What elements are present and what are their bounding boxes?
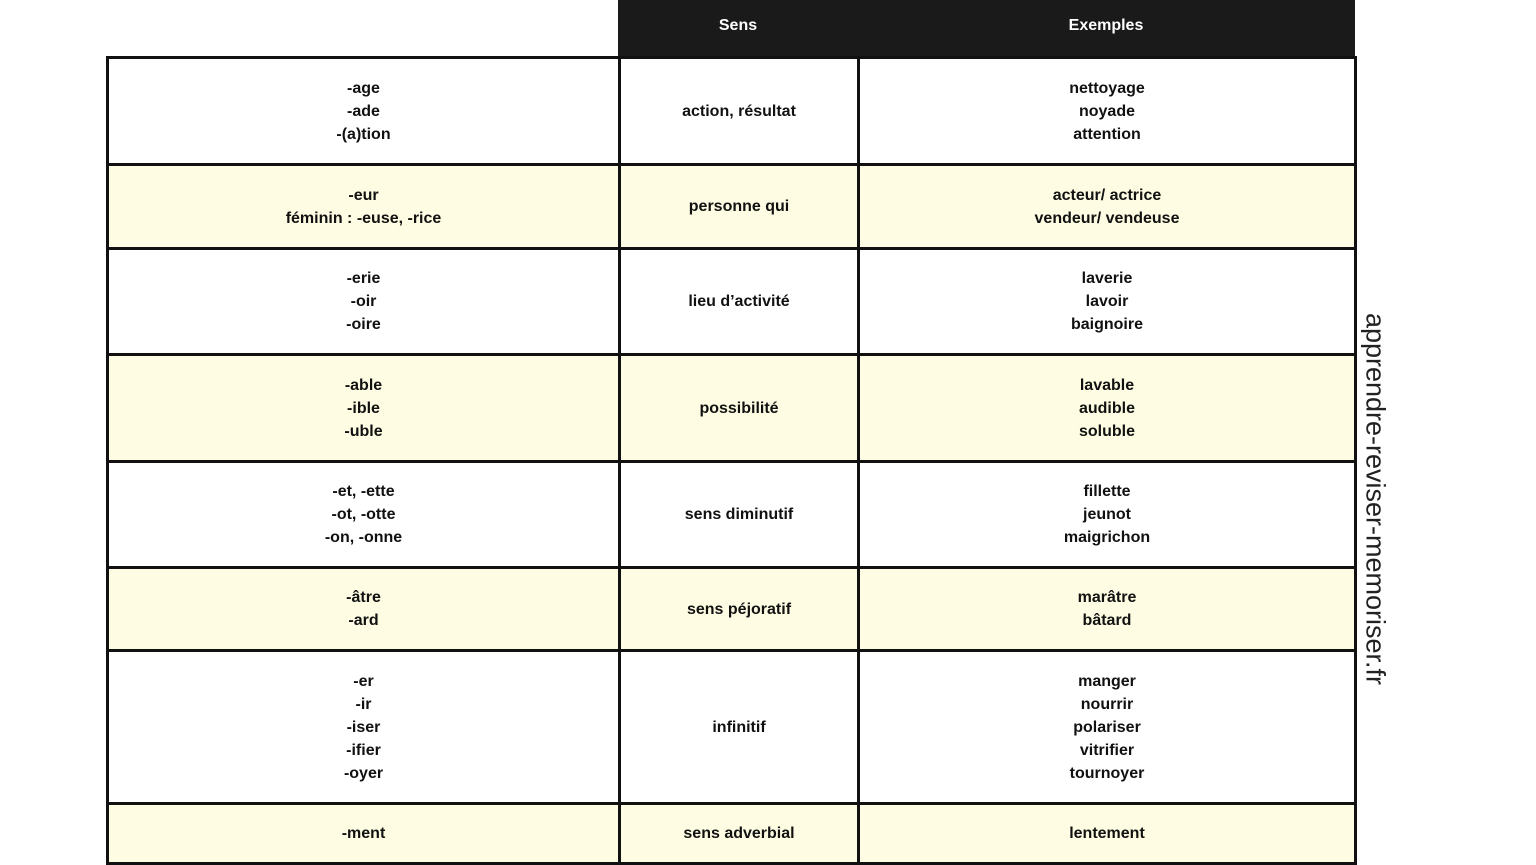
exemples-cell: lavable audible soluble (857, 353, 1357, 463)
exemples-cell: lentement (857, 802, 1357, 865)
table-row: -eur féminin : -euse, -rice personne qui ac… (106, 163, 1357, 250)
exemples-cell: manger nourrir polariser vitrifier tournoyer (857, 649, 1357, 805)
table-row: -et, -ette -ot, -otte -on, -onne sens dimin… (106, 460, 1357, 569)
sens-cell-line: sens adverbial (683, 825, 795, 842)
exemples-cell-line: laverie (1081, 270, 1133, 287)
suffix-cell-line: -âtre (346, 589, 381, 606)
table-row: -er -ir -iser -ifier -oyer infinitif manger nou… (106, 649, 1357, 805)
suffix-cell-line: -ard (348, 612, 379, 629)
exemples-cell: laverie lavoir baignoire (857, 247, 1357, 356)
exemples-cell-line: audible (1078, 399, 1135, 417)
exemples-cell-line: nourrir (1080, 695, 1134, 713)
suffix-cell-line: -ment (341, 825, 386, 842)
suffix-cell: -ment (106, 802, 621, 865)
sens-cell-line: action, résultat (682, 102, 796, 120)
suffix-cell: -age -ade -(a)tion (106, 56, 621, 166)
exemples-cell-line: vitrifier (1079, 741, 1135, 759)
suffix-cell-line: -iser (346, 718, 381, 736)
suffix-cell-line: -ade (347, 102, 380, 120)
sens-cell: sens péjoratif (618, 566, 860, 652)
suffix-cell: -âtre -ard (106, 566, 621, 652)
suffix-cell-line: -ifier (346, 741, 381, 759)
sens-cell: action, résultat (618, 56, 860, 166)
header-sens: Sens (618, 0, 858, 57)
exemples-cell-line: bâtard (1082, 612, 1132, 629)
exemples-cell-line: marâtre (1077, 589, 1137, 606)
exemples-cell-line: nettoyage (1069, 79, 1145, 97)
exemples-cell-line: polariser (1073, 718, 1141, 736)
table-row: -able -ible -uble possibilité lavable audible… (106, 353, 1357, 463)
exemples-cell-line: noyade (1078, 102, 1135, 120)
exemples-cell-line: fillette (1083, 483, 1131, 500)
table-row: -âtre -ard sens péjoratif marâtre bâtard (106, 566, 1357, 652)
suffix-cell-line: féminin : -euse, -rice (285, 209, 442, 227)
sens-cell-line: lieu d’activité (688, 293, 790, 310)
suffix-cell: -able -ible -uble (106, 353, 621, 463)
suffix-cell-line: -oyer (343, 764, 384, 782)
suffix-cell-line: -erie (346, 270, 381, 287)
sens-cell: personne qui (618, 163, 860, 250)
exemples-cell-line: acteur/ actrice (1052, 186, 1162, 204)
sens-cell: sens diminutif (618, 460, 860, 569)
exemples-cell-line: maigrichon (1063, 529, 1151, 546)
table-row: -erie -oir -oire lieu d’activité laverie lavo… (106, 247, 1357, 356)
table-row: -age -ade -(a)tion action, résultat nettoyag… (106, 56, 1357, 166)
suffix-cell-line: -ir (355, 695, 372, 713)
exemples-cell-line: manger (1078, 672, 1136, 690)
suffix-table: -age -ade -(a)tion action, résultat nettoyag… (106, 56, 1357, 865)
exemples-cell-line: lentement (1069, 825, 1145, 842)
sens-cell: lieu d’activité (618, 247, 860, 356)
suffix-cell-line: -uble (344, 422, 383, 440)
sens-cell: sens adverbial (618, 802, 860, 865)
exemples-cell-line: vendeur/ vendeuse (1034, 209, 1180, 227)
suffix-cell-line: -on, -onne (324, 529, 403, 546)
suffix-cell: -et, -ette -ot, -otte -on, -onne (106, 460, 621, 569)
suffix-cell-line: -ible (347, 399, 380, 417)
exemples-cell: acteur/ actrice vendeur/ vendeuse (857, 163, 1357, 250)
suffix-cell-line: -er (353, 672, 374, 690)
suffix-cell: -erie -oir -oire (106, 247, 621, 356)
suffix-cell: -eur féminin : -euse, -rice (106, 163, 621, 250)
suffix-cell-line: -et, -ette (332, 483, 395, 500)
sens-cell-line: sens péjoratif (686, 600, 792, 618)
sens-cell-line: personne qui (688, 198, 790, 215)
exemples-cell-line: lavable (1079, 376, 1135, 394)
exemples-cell-line: soluble (1078, 422, 1135, 440)
sens-cell: possibilité (618, 353, 860, 463)
exemples-cell-line: jeunot (1083, 506, 1131, 523)
exemples-cell: nettoyage noyade attention (857, 56, 1357, 166)
exemples-cell: fillette jeunot maigrichon (857, 460, 1357, 569)
suffix-cell-line: -oire (346, 316, 381, 333)
exemples-cell-line: lavoir (1085, 293, 1129, 310)
suffix-cell-line: -eur (348, 186, 379, 204)
suffix-cell-line: -oir (350, 293, 377, 310)
exemples-cell-line: attention (1073, 125, 1141, 143)
exemples-cell-line: tournoyer (1069, 764, 1145, 782)
sens-cell-line: infinitif (712, 718, 766, 736)
suffix-cell-line: -able (344, 376, 383, 394)
sens-cell: infinitif (618, 649, 860, 805)
watermark: apprendre-reviser-memoriser.fr (1360, 312, 1391, 686)
header-exemples: Exemples (857, 0, 1355, 57)
suffix-cell-line: -age (347, 79, 380, 97)
sens-cell-line: possibilité (699, 399, 779, 417)
suffix-cell-line: -ot, -otte (331, 506, 396, 523)
suffix-cell-line: -(a)tion (336, 125, 391, 143)
sens-cell-line: sens diminutif (684, 506, 794, 523)
exemples-cell: marâtre bâtard (857, 566, 1357, 652)
exemples-cell-line: baignoire (1070, 316, 1143, 333)
table-row: -ment sens adverbial lentement (106, 802, 1357, 865)
suffix-cell: -er -ir -iser -ifier -oyer (106, 649, 621, 805)
